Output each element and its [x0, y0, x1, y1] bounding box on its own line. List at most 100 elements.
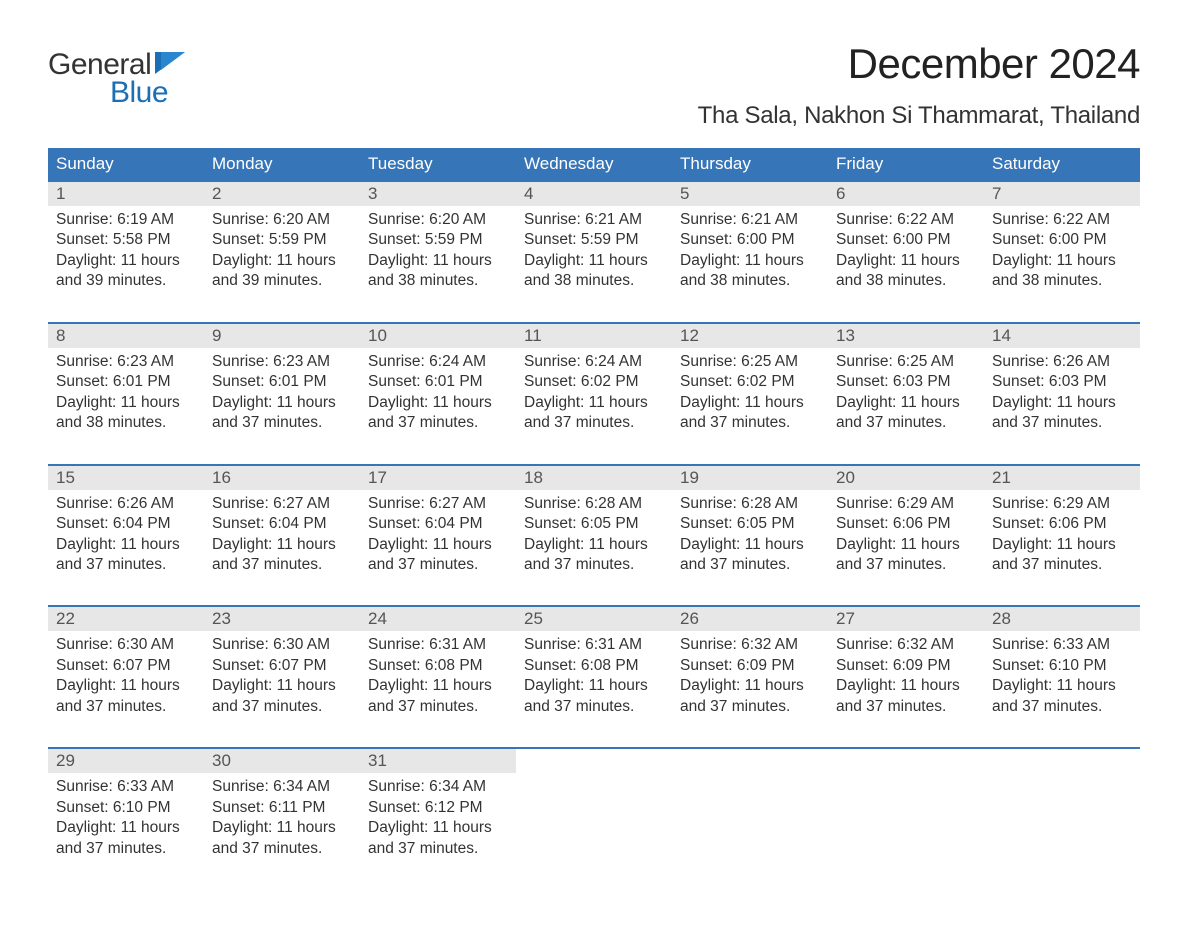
- day-number: 18: [524, 468, 664, 488]
- sunrise-text: Sunrise: 6:29 AM: [992, 494, 1132, 514]
- day-number: 21: [992, 468, 1132, 488]
- dl1-text: Daylight: 11 hours: [368, 535, 508, 555]
- calendar-cell: 6Sunrise: 6:22 AMSunset: 6:00 PMDaylight…: [828, 182, 984, 306]
- day-number: 31: [368, 751, 508, 771]
- sunrise-text: Sunrise: 6:31 AM: [368, 635, 508, 655]
- day-number: 22: [56, 609, 196, 629]
- sunrise-text: Sunrise: 6:32 AM: [680, 635, 820, 655]
- dl2-text: and 38 minutes.: [992, 271, 1132, 291]
- daynum-band: 6: [828, 182, 984, 206]
- daynum-band: 29: [48, 749, 204, 773]
- dl1-text: Daylight: 11 hours: [524, 393, 664, 413]
- dl1-text: Daylight: 11 hours: [992, 393, 1132, 413]
- daynum-band: 26: [672, 607, 828, 631]
- daynum-band: 19: [672, 466, 828, 490]
- day-number: 16: [212, 468, 352, 488]
- sunset-text: Sunset: 6:03 PM: [836, 372, 976, 392]
- dl2-text: and 39 minutes.: [56, 271, 196, 291]
- dl2-text: and 38 minutes.: [524, 271, 664, 291]
- dayname-thursday: Thursday: [672, 148, 828, 180]
- day-number: 8: [56, 326, 196, 346]
- sunset-text: Sunset: 6:08 PM: [524, 656, 664, 676]
- calendar-cell: 14Sunrise: 6:26 AMSunset: 6:03 PMDayligh…: [984, 324, 1140, 448]
- dl2-text: and 37 minutes.: [680, 413, 820, 433]
- dl1-text: Daylight: 11 hours: [212, 535, 352, 555]
- day-number: 15: [56, 468, 196, 488]
- dl2-text: and 37 minutes.: [680, 555, 820, 575]
- sunset-text: Sunset: 6:03 PM: [992, 372, 1132, 392]
- sunset-text: Sunset: 6:05 PM: [680, 514, 820, 534]
- day-number: 4: [524, 184, 664, 204]
- sunrise-text: Sunrise: 6:30 AM: [56, 635, 196, 655]
- dl1-text: Daylight: 11 hours: [836, 393, 976, 413]
- dl2-text: and 37 minutes.: [212, 413, 352, 433]
- sunset-text: Sunset: 6:00 PM: [836, 230, 976, 250]
- sunrise-text: Sunrise: 6:33 AM: [992, 635, 1132, 655]
- calendar-cell: 30Sunrise: 6:34 AMSunset: 6:11 PMDayligh…: [204, 749, 360, 873]
- daynum-band: 9: [204, 324, 360, 348]
- calendar-cell: 16Sunrise: 6:27 AMSunset: 6:04 PMDayligh…: [204, 466, 360, 590]
- dl1-text: Daylight: 11 hours: [680, 535, 820, 555]
- dl1-text: Daylight: 11 hours: [836, 535, 976, 555]
- dl2-text: and 37 minutes.: [212, 555, 352, 575]
- calendar-cell: 9Sunrise: 6:23 AMSunset: 6:01 PMDaylight…: [204, 324, 360, 448]
- week-row: 8Sunrise: 6:23 AMSunset: 6:01 PMDaylight…: [48, 322, 1140, 448]
- day-number: 2: [212, 184, 352, 204]
- calendar-cell: 12Sunrise: 6:25 AMSunset: 6:02 PMDayligh…: [672, 324, 828, 448]
- dayname-wednesday: Wednesday: [516, 148, 672, 180]
- daynum-band: 12: [672, 324, 828, 348]
- day-number: 20: [836, 468, 976, 488]
- daynum-band: 17: [360, 466, 516, 490]
- daynum-band: 20: [828, 466, 984, 490]
- calendar-cell: 28Sunrise: 6:33 AMSunset: 6:10 PMDayligh…: [984, 607, 1140, 731]
- calendar-cell: 17Sunrise: 6:27 AMSunset: 6:04 PMDayligh…: [360, 466, 516, 590]
- week-row: 22Sunrise: 6:30 AMSunset: 6:07 PMDayligh…: [48, 605, 1140, 731]
- dl2-text: and 37 minutes.: [368, 555, 508, 575]
- daynum-band: 28: [984, 607, 1140, 631]
- sunset-text: Sunset: 6:12 PM: [368, 798, 508, 818]
- calendar-cell: 21Sunrise: 6:29 AMSunset: 6:06 PMDayligh…: [984, 466, 1140, 590]
- day-number: 25: [524, 609, 664, 629]
- sunset-text: Sunset: 6:08 PM: [368, 656, 508, 676]
- sunset-text: Sunset: 6:06 PM: [992, 514, 1132, 534]
- sunrise-text: Sunrise: 6:34 AM: [368, 777, 508, 797]
- month-title: December 2024: [698, 40, 1140, 88]
- dl2-text: and 37 minutes.: [836, 555, 976, 575]
- calendar-cell: 29Sunrise: 6:33 AMSunset: 6:10 PMDayligh…: [48, 749, 204, 873]
- daynum-band: 4: [516, 182, 672, 206]
- flag-icon: [155, 52, 185, 74]
- dl2-text: and 37 minutes.: [212, 697, 352, 717]
- calendar-cell: 2Sunrise: 6:20 AMSunset: 5:59 PMDaylight…: [204, 182, 360, 306]
- sunrise-text: Sunrise: 6:27 AM: [368, 494, 508, 514]
- dl2-text: and 37 minutes.: [836, 697, 976, 717]
- header-row: General Blue December 2024 Tha Sala, Nak…: [48, 40, 1140, 144]
- calendar-cell: 27Sunrise: 6:32 AMSunset: 6:09 PMDayligh…: [828, 607, 984, 731]
- sunrise-text: Sunrise: 6:22 AM: [836, 210, 976, 230]
- dl2-text: and 37 minutes.: [212, 839, 352, 859]
- daynum-band: 23: [204, 607, 360, 631]
- daynum-band: 18: [516, 466, 672, 490]
- sunset-text: Sunset: 6:00 PM: [680, 230, 820, 250]
- sunrise-text: Sunrise: 6:23 AM: [56, 352, 196, 372]
- sunrise-text: Sunrise: 6:24 AM: [524, 352, 664, 372]
- calendar-cell: 24Sunrise: 6:31 AMSunset: 6:08 PMDayligh…: [360, 607, 516, 731]
- sunrise-text: Sunrise: 6:25 AM: [680, 352, 820, 372]
- calendar-cell: 3Sunrise: 6:20 AMSunset: 5:59 PMDaylight…: [360, 182, 516, 306]
- calendar-cell: 22Sunrise: 6:30 AMSunset: 6:07 PMDayligh…: [48, 607, 204, 731]
- daynum-band: 24: [360, 607, 516, 631]
- sunrise-text: Sunrise: 6:26 AM: [992, 352, 1132, 372]
- sunrise-text: Sunrise: 6:24 AM: [368, 352, 508, 372]
- dl1-text: Daylight: 11 hours: [524, 676, 664, 696]
- dayname-monday: Monday: [204, 148, 360, 180]
- dl2-text: and 37 minutes.: [680, 697, 820, 717]
- calendar-cell: 31Sunrise: 6:34 AMSunset: 6:12 PMDayligh…: [360, 749, 516, 873]
- day-number: 5: [680, 184, 820, 204]
- sunrise-text: Sunrise: 6:29 AM: [836, 494, 976, 514]
- day-number: 6: [836, 184, 976, 204]
- sunset-text: Sunset: 6:09 PM: [836, 656, 976, 676]
- dl1-text: Daylight: 11 hours: [524, 251, 664, 271]
- sunset-text: Sunset: 6:09 PM: [680, 656, 820, 676]
- dl2-text: and 37 minutes.: [524, 413, 664, 433]
- dl1-text: Daylight: 11 hours: [836, 676, 976, 696]
- sunset-text: Sunset: 5:59 PM: [212, 230, 352, 250]
